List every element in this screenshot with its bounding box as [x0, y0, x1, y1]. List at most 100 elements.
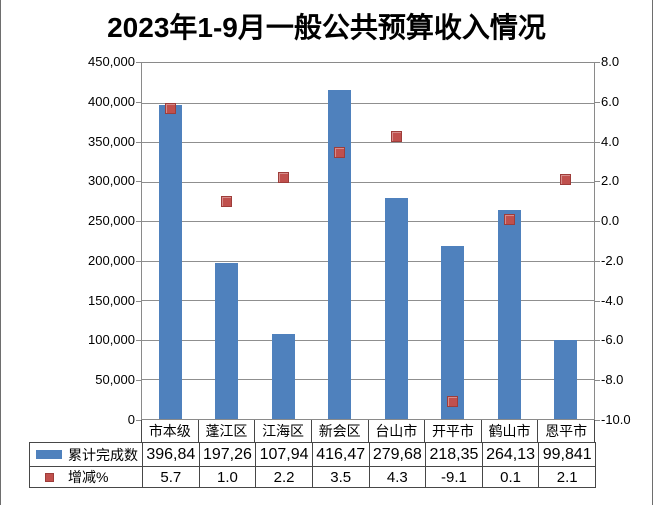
table-value-增减%-江海区: 2.2: [255, 466, 312, 487]
marker-蓬江区: [221, 196, 232, 207]
table-value-累计完成数-开平市: 218,35: [425, 443, 482, 466]
right-axis-tick: [595, 420, 600, 421]
table-value-累计完成数-台山市: 279,68: [368, 443, 426, 466]
right-axis-tick: [595, 62, 600, 63]
right-axis-tick-label: -4.0: [601, 293, 624, 308]
left-axis-tick-label: 150,000: [88, 293, 135, 308]
scatter-series-legend-icon: [44, 472, 54, 482]
marker-市本级: [165, 103, 176, 114]
left-axis-tick: [136, 102, 141, 103]
bar-series-legend-label: 累计完成数: [68, 446, 138, 463]
gridline: [142, 182, 594, 183]
right-axis-tick: [595, 340, 600, 341]
category-header-台山市: 台山市: [367, 420, 425, 442]
table-value-增减%-恩平市: 2.1: [538, 466, 595, 487]
table-value-累计完成数-鹤山市: 264,13: [481, 443, 539, 466]
bar-江海区: [272, 334, 295, 419]
left-axis-tick-label: 100,000: [88, 332, 135, 347]
marker-鹤山市: [504, 214, 515, 225]
right-axis-tick: [595, 261, 600, 262]
category-header-市本级: 市本级: [141, 420, 198, 442]
left-axis-tick: [136, 62, 141, 63]
table-value-增减%-开平市: -9.1: [425, 466, 482, 487]
left-axis-tick-label: 450,000: [88, 54, 135, 69]
gridline: [142, 300, 594, 301]
scatter-series-legend-label: 增减%: [68, 469, 109, 485]
bar-恩平市: [554, 340, 577, 419]
gridline: [142, 103, 594, 104]
right-axis-tick-label: -8.0: [601, 372, 624, 387]
bar-蓬江区: [215, 263, 238, 419]
category-header-江海区: 江海区: [254, 420, 311, 442]
right-axis-tick: [595, 301, 600, 302]
category-header-蓬江区: 蓬江区: [197, 420, 255, 442]
table-value-累计完成数-新会区: 416,47: [311, 443, 369, 466]
right-axis-tick-label: 6.0: [601, 94, 620, 109]
table-value-累计完成数-恩平市: 99,841: [538, 443, 595, 466]
table-value-累计完成数-蓬江区: 197,26: [198, 443, 256, 466]
table-value-增减%-蓬江区: 1.0: [198, 466, 256, 487]
left-axis-tick: [136, 181, 141, 182]
marker-恩平市: [560, 174, 571, 185]
right-axis-tick-label: -10.0: [601, 412, 631, 427]
bar-开平市: [441, 246, 464, 419]
marker-江海区: [278, 172, 289, 183]
plot-area: [141, 62, 595, 420]
marker-开平市: [447, 396, 458, 407]
data-table: 累计完成数 396,84 197,26 107,94 416,47 279,68 218,…: [29, 442, 596, 488]
left-axis-tick: [136, 142, 141, 143]
right-axis-tick: [595, 380, 600, 381]
bar-台山市: [385, 198, 408, 419]
category-header-鹤山市: 鹤山市: [480, 420, 538, 442]
right-axis-tick-label: -2.0: [601, 253, 624, 268]
left-axis-tick-label: 0: [127, 412, 135, 427]
bar-series-legend-icon: [36, 450, 62, 459]
gridline: [142, 142, 594, 143]
table-value-增减%-鹤山市: 0.1: [481, 466, 539, 487]
table-value-累计完成数-市本级: 396,84: [142, 443, 199, 466]
table-value-累计完成数-江海区: 107,94: [255, 443, 312, 466]
left-axis-tick: [136, 340, 141, 341]
marker-台山市: [391, 131, 402, 142]
right-axis-tick: [595, 142, 600, 143]
bar-新会区: [328, 90, 351, 419]
legend-item-scatter-series: 增减%: [30, 466, 142, 487]
right-axis-tick-label: -6.0: [601, 332, 624, 347]
right-axis-tick: [595, 181, 600, 182]
right-axis-tick: [595, 221, 600, 222]
left-axis-tick-label: 400,000: [88, 94, 135, 109]
category-header-row: 市本级 蓬江区 江海区 新会区 台山市 开平市 鹤山市 恩平市: [141, 420, 595, 442]
category-header-新会区: 新会区: [310, 420, 368, 442]
table-value-增减%-市本级: 5.7: [142, 466, 199, 487]
left-axis-tick-label: 50,000: [95, 372, 135, 387]
bar-series-swatch-box: [30, 450, 68, 459]
left-axis-tick-label: 300,000: [88, 173, 135, 188]
right-axis-tick-label: 2.0: [601, 173, 620, 188]
right-axis-tick-label: 8.0: [601, 54, 620, 69]
gridline: [142, 340, 594, 341]
right-axis-tick-label: 4.0: [601, 134, 620, 149]
table-value-增减%-台山市: 4.3: [368, 466, 426, 487]
left-axis-tick: [136, 221, 141, 222]
left-axis-tick: [136, 301, 141, 302]
bar-鹤山市: [498, 210, 521, 419]
left-axis-tick: [136, 261, 141, 262]
gridline: [142, 261, 594, 262]
table-value-增减%-新会区: 3.5: [311, 466, 369, 487]
category-header-恩平市: 恩平市: [537, 420, 595, 442]
left-axis-tick: [136, 420, 141, 421]
legend-item-bar-series: 累计完成数: [30, 443, 142, 466]
right-axis-tick-label: 0.0: [601, 213, 620, 228]
gridline: [142, 379, 594, 380]
left-axis-tick-label: 350,000: [88, 134, 135, 149]
category-header-开平市: 开平市: [424, 420, 481, 442]
gridline: [142, 221, 594, 222]
bar-市本级: [159, 105, 182, 419]
right-axis-tick: [595, 102, 600, 103]
left-axis-tick-label: 200,000: [88, 253, 135, 268]
chart-title: 2023年1-9月一般公共预算收入情况: [107, 12, 546, 43]
left-axis-tick-label: 250,000: [88, 213, 135, 228]
marker-新会区: [334, 147, 345, 158]
left-axis-tick: [136, 380, 141, 381]
